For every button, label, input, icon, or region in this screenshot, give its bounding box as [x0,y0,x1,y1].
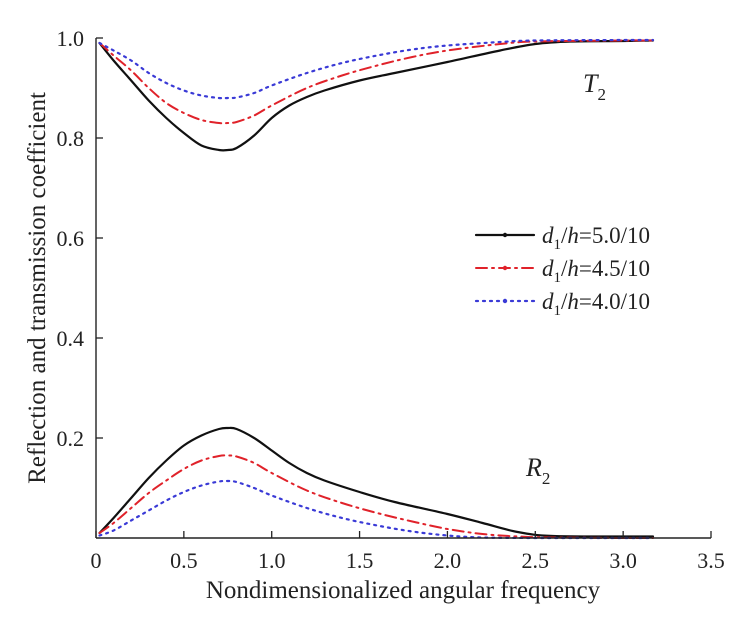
axes [95,38,711,539]
r2-subscript: 2 [542,469,551,488]
legend-var: d [542,256,554,281]
r2-label: R2 [525,453,550,488]
legend-label: d1/h=4.5/10 [542,256,650,286]
legend-h: h [567,256,579,281]
y-tick-label: 0.8 [57,126,85,151]
legend-subscript: 1 [554,303,562,319]
legend-h: h [567,289,579,314]
t2-base: T [583,69,599,98]
x-axis-title: Nondimensionalized angular frequency [206,577,601,604]
r2-base: R [525,453,542,482]
legend-value: =4.0/10 [579,289,650,314]
x-tick-label: 2.0 [434,548,462,573]
x-tick-label: 3.0 [609,548,637,573]
series-line-t-2 [98,38,655,100]
y-tick-label: 0.2 [57,426,85,451]
legend-label: d1/h=5.0/10 [542,223,650,253]
legend-var: d [542,289,554,314]
legend-label: d1/h=4.0/10 [542,289,650,319]
legend-subscript: 1 [554,270,562,286]
legend-value: =5.0/10 [579,223,650,248]
t2-label: T2 [583,69,606,104]
legend-marker [502,232,508,238]
legend-marker [502,298,508,304]
t2-subscript: 2 [597,85,606,104]
series-line-t-1 [98,39,655,125]
x-tick-label: 3.5 [697,548,725,573]
y-axis-title: Reflection and transmission coefficient [24,92,51,484]
legend-slash: / [561,256,568,281]
x-tick-label: 2.5 [522,548,550,573]
y-tick-label: 0.4 [57,326,85,351]
legend-h: h [567,223,579,248]
x-tick-label: 1.5 [346,548,374,573]
y-tick-label: 0.6 [57,226,85,251]
legend-var: d [542,223,554,248]
y-tick-label: 1.0 [57,26,85,51]
legend-slash: / [561,289,568,314]
legend-value: =4.5/10 [579,256,650,281]
series-line-r-1 [98,454,655,540]
x-tick-label: 0.5 [170,548,198,573]
x-tick-label: 0 [91,548,102,573]
y-ticks: 0.2 0.4 0.6 0.8 1.0 [57,26,103,451]
legend-slash: / [561,223,568,248]
legend-subscript: 1 [554,237,562,253]
series-line-t-0 [98,39,655,152]
legend-marker [502,265,508,271]
x-ticks: 0 0.5 1.0 1.5 2.0 2.5 3.0 3.5 [91,531,725,573]
series-line-r-0 [98,426,655,538]
x-tick-label: 1.0 [258,548,286,573]
